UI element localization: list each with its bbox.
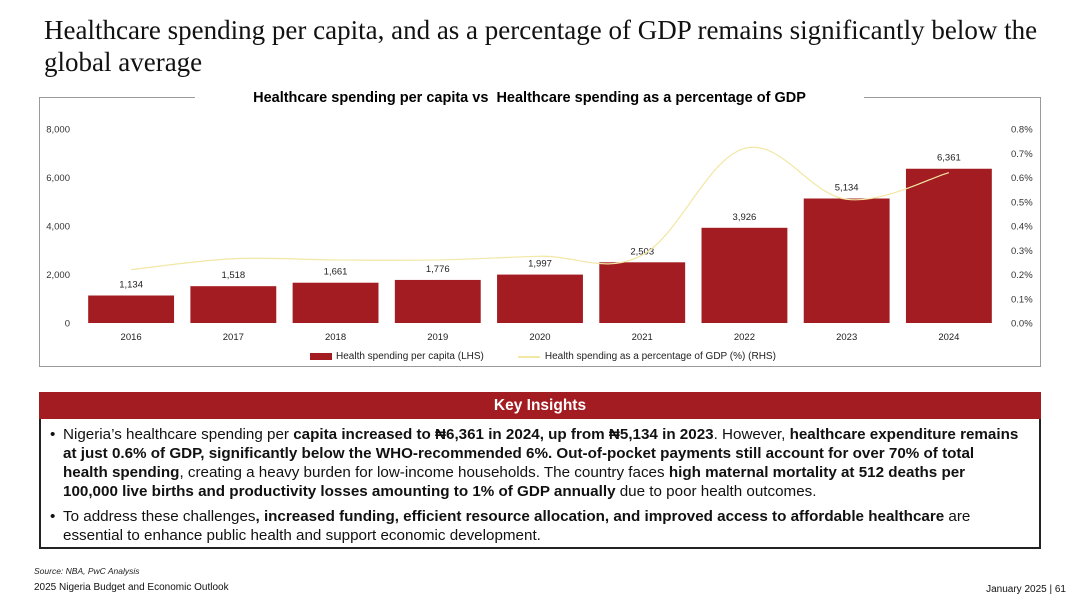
chart-frame bbox=[39, 97, 1041, 367]
bar-data-label: 1,997 bbox=[528, 259, 552, 270]
left-axis-tick-label: 6,000 bbox=[46, 173, 70, 184]
source-note: Source: NBA, PwC Analysis bbox=[34, 566, 140, 576]
x-axis-tick-label: 2021 bbox=[632, 332, 653, 343]
insight-text-bold: high maternal mortality at 512 deaths pe… bbox=[63, 464, 966, 500]
bar-data-label: 1,518 bbox=[221, 270, 245, 281]
key-insights-list: • Nigeria’s healthcare spending per capit… bbox=[41, 419, 1039, 545]
x-axis-tick-label: 2023 bbox=[836, 332, 857, 343]
right-axis-tick-label: 0.0% bbox=[1011, 319, 1033, 330]
page-info: January 2025 | 61 bbox=[986, 584, 1066, 595]
insight-text: are essential to enhance public health a… bbox=[63, 508, 971, 544]
insight-text: Nigeria’s healthcare spending per bbox=[63, 426, 294, 443]
bar bbox=[394, 279, 481, 323]
right-axis-tick-label: 0.5% bbox=[1011, 197, 1033, 208]
insight-text: due to poor health outcomes. bbox=[615, 483, 817, 500]
x-axis-tick-label: 2018 bbox=[325, 332, 346, 343]
bar-data-label: 5,134 bbox=[835, 183, 859, 194]
bar-data-label: 6,361 bbox=[937, 153, 961, 164]
gdp-share-line bbox=[131, 146, 950, 271]
combo-chart: 0 2,000 4,000 6,000 8,000 0.0% 0.1% 0.2% 0.3% 0.4… bbox=[46, 125, 1033, 344]
insight-text-bold: , increased funding, efficient resource … bbox=[255, 508, 945, 525]
legend-line-swatch bbox=[517, 355, 540, 358]
key-insights-header: Key Insights bbox=[39, 392, 1041, 419]
insight-text: . However, bbox=[713, 426, 790, 443]
chart-frame-top-right bbox=[864, 97, 1041, 98]
legend-bar-label: Health spending per capita (LHS) bbox=[336, 351, 484, 362]
chart-frame-top-left bbox=[39, 97, 195, 98]
left-axis-tick-label: 4,000 bbox=[46, 222, 70, 233]
bar bbox=[599, 262, 686, 323]
left-axis-tick-label: 0 bbox=[65, 319, 70, 330]
bar-data-label: 1,134 bbox=[119, 280, 143, 291]
right-axis-tick-label: 0.6% bbox=[1011, 173, 1033, 184]
bar-data-label: 2,503 bbox=[630, 246, 654, 257]
insight-text: To address these challenges bbox=[63, 508, 256, 525]
bar bbox=[905, 168, 992, 323]
x-axis-tick-label: 2019 bbox=[427, 332, 448, 343]
right-axis-tick-label: 0.8% bbox=[1011, 125, 1033, 136]
right-axis-tick-label: 0.1% bbox=[1011, 294, 1033, 305]
bar-data-label: 3,926 bbox=[733, 212, 757, 223]
bar bbox=[88, 295, 175, 323]
right-axis-tick-label: 0.7% bbox=[1011, 149, 1033, 160]
x-axis-tick-label: 2024 bbox=[938, 332, 959, 343]
insight-text: , creating a heavy burden for low-income… bbox=[179, 464, 669, 481]
bar-data-label: 1,661 bbox=[324, 267, 348, 278]
bar bbox=[292, 282, 379, 323]
x-axis-tick-label: 2020 bbox=[529, 332, 550, 343]
bar bbox=[701, 227, 788, 323]
insight-item: • To address these challenges, increased … bbox=[50, 507, 1021, 545]
left-axis-tick-label: 8,000 bbox=[46, 125, 70, 136]
bullet-icon: • bbox=[50, 426, 56, 443]
page-title: Healthcare spending per capita, and as a… bbox=[44, 15, 1038, 77]
right-axis-tick-label: 0.2% bbox=[1011, 270, 1033, 281]
insight-item: • Nigeria’s healthcare spending per capit… bbox=[50, 425, 1021, 501]
x-axis-tick-label: 2022 bbox=[734, 332, 755, 343]
insight-text-bold: healthcare expenditure remains at just 0… bbox=[63, 426, 1019, 481]
x-axis-tick-label: 2017 bbox=[223, 332, 244, 343]
bar bbox=[497, 274, 583, 323]
bar bbox=[803, 198, 890, 323]
legend-bar-swatch bbox=[310, 353, 332, 360]
bar bbox=[190, 286, 277, 323]
legend-line-label: Health spending as a percentage of GDP (… bbox=[544, 351, 776, 362]
x-axis-tick-label: 2016 bbox=[121, 332, 142, 343]
chart-legend: Health spending per capita (LHS) Health … bbox=[310, 351, 776, 362]
bullet-icon: • bbox=[50, 508, 56, 525]
chart-title: Healthcare spending per capita vs Health… bbox=[253, 90, 806, 106]
bar-data-label: 1,776 bbox=[426, 264, 450, 275]
publication-name: 2025 Nigeria Budget and Economic Outlook bbox=[34, 582, 229, 593]
insight-text-bold: capita increased to ₦6,361 in 2024, up f… bbox=[293, 426, 714, 443]
left-axis-tick-label: 2,000 bbox=[46, 270, 70, 281]
right-axis-tick-label: 0.3% bbox=[1011, 246, 1033, 257]
right-axis-tick-label: 0.4% bbox=[1011, 222, 1033, 233]
key-insights-box: • Nigeria’s healthcare spending per capit… bbox=[39, 419, 1041, 549]
